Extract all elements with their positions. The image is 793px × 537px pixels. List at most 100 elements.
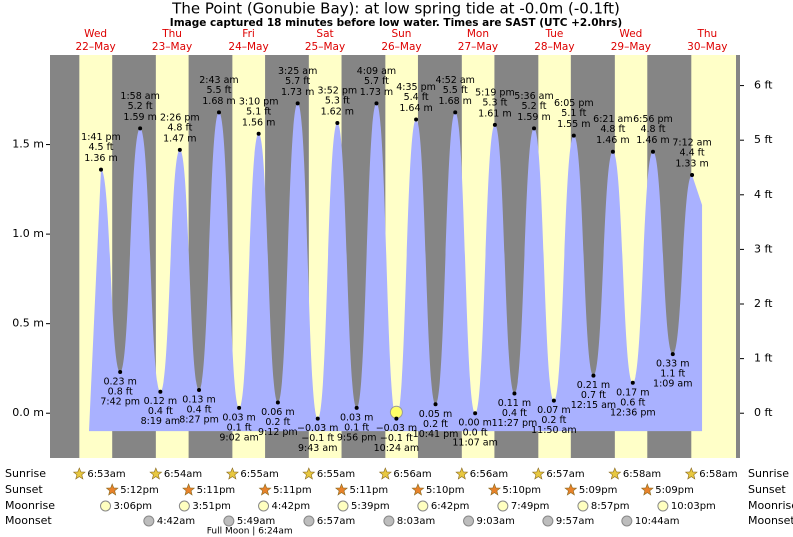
tide-m: −0.03 m [297,423,338,434]
row-label: Sunset [5,483,43,496]
tide-time: 6:56 pm [633,114,673,125]
tide-point [591,373,596,378]
tide-ft: 4.4 ft [680,148,705,159]
tide-ft: 4.5 ft [88,142,113,153]
tide-time: 3:10 pm [239,96,279,107]
tide-m: 0.07 m [537,405,570,416]
row-label: Moonset [5,514,52,527]
row-label: Sunrise [748,467,789,480]
day-date: 25–May [305,41,345,53]
tide-time: 7:42 pm [100,397,140,408]
tide-ft: 1.1 ft [660,369,685,380]
sunrise-time: 6:54am [164,469,202,480]
tide-m: 1.59 m [517,112,550,123]
tide-ft: 5.7 ft [364,76,389,87]
tide-point [512,391,517,396]
tide-time: 6:21 am [593,114,632,125]
day-weekday: Mon [467,28,489,40]
tide-m: 1.36 m [84,153,117,164]
day-date: 28–May [534,41,574,53]
tide-point [158,389,163,394]
tide-point [216,110,221,115]
tide-m: 0.05 m [419,409,452,420]
tide-m: 1.73 m [360,87,393,98]
moonset-icon [383,515,395,527]
chart-subtitle: Image captured 18 minutes before low wat… [170,17,622,29]
day-weekday: Thu [696,28,717,40]
chart-title: The Point (Gonubie Bay): at low spring t… [171,0,620,18]
tide-ft: 5.7 ft [285,76,310,87]
moonset-time: 10:44am [635,516,680,527]
tide-point [237,405,242,410]
y-tick-label: 1.0 m [12,227,44,240]
day-weekday: Wed [619,28,642,40]
tide-m: 0.23 m [103,377,136,388]
day-weekday: Wed [84,28,107,40]
tide-ft: 4.8 ft [640,124,665,135]
sunrise-time: 6:58am [699,469,737,480]
y-tick-label: 0.5 m [12,317,44,330]
moonrise-icon [337,500,349,512]
now-marker [389,405,403,419]
tide-point [571,133,576,138]
tide-point [610,149,615,154]
tide-m: 0.00 m [458,418,491,429]
tide-ft: 0.1 ft [344,422,369,433]
tide-time: 12:15 am [571,400,616,411]
moon-phase: Full Moon | 6:24am [207,527,293,537]
tide-m: 1.56 m [242,117,275,128]
tide-m: 1.55 m [557,119,590,130]
tide-time: 9:02 am [219,432,258,443]
moonrise-icon [178,500,190,512]
moonrise-icon [497,500,509,512]
tide-point [275,400,280,405]
tide-m: 0.11 m [498,398,531,409]
sunrise-icon [72,467,86,480]
day-date: 27–May [458,41,498,53]
tide-time: 8:19 am [141,416,180,427]
sunrise-time: 6:55am [317,469,355,480]
moonrise-time: 4:42pm [272,501,311,512]
y-tick-label: 1.5 m [12,138,44,151]
sunset-icon [182,483,196,496]
sunrise-icon [378,467,392,480]
tide-time: 2:43 am [199,75,238,86]
sunrise-time: 6:56am [470,469,508,480]
tide-ft: −0.1 ft [301,433,334,444]
tide-ft: 4.8 ft [167,122,192,133]
y-tick-label: 0.0 m [12,406,44,419]
moonrise-icon [417,500,429,512]
tide-m: −0.03 m [376,423,417,434]
day-weekday: Sun [391,28,411,40]
moonrise-time: 3:51pm [192,501,231,512]
moonset-time: 4:42am [157,516,195,527]
moonrise-time: 6:42pm [431,501,470,512]
day-date: 22–May [75,41,115,53]
tide-m: 1.46 m [636,135,669,146]
sunrise-time: 6:58am [623,469,661,480]
tide-point [177,147,182,152]
moonrise-time: 5:39pm [351,501,390,512]
tide-point [295,101,300,106]
tide-point [630,380,635,385]
sunset-icon [487,483,501,496]
moonset-time: 8:03am [397,516,435,527]
day-date: 23–May [152,41,192,53]
tide-point [492,122,497,127]
moonset-time: 6:57am [317,516,355,527]
tide-time: 3:52 pm [318,86,358,97]
tide-time: 10:41 pm [413,429,459,440]
tide-m: 1.33 m [675,159,708,170]
row-label: Sunset [748,483,786,496]
tide-time: 4:52 am [436,75,475,86]
day-date: 26–May [381,41,421,53]
day-date: 30–May [687,41,727,53]
tide-time: 1:09 am [653,379,692,390]
tide-ft: 5.3 ft [482,97,507,108]
y2-tick-label: 3 ft [754,242,773,255]
tide-ft: 5.1 ft [246,106,271,117]
tide-point [354,405,359,410]
moonset-icon [143,515,155,527]
row-label: Moonset [748,514,793,527]
tide-ft: 0.4 ft [502,408,527,419]
